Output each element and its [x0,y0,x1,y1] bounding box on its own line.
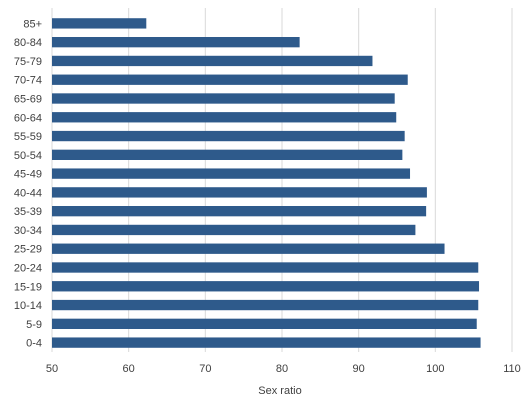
category-label: 85+ [23,18,42,30]
x-tick-label: 50 [46,363,58,375]
category-label: 0-4 [26,338,42,350]
category-label: 50-54 [14,150,42,162]
x-tick-label: 60 [123,363,135,375]
bar [52,130,405,142]
category-label: 20-24 [14,263,42,275]
bar [52,337,481,348]
x-tick-label: 80 [276,363,288,375]
category-label: 55-59 [14,131,42,143]
bar [52,206,427,217]
bar [52,93,395,104]
x-axis-title: Sex ratio [258,385,301,397]
category-label: 45-49 [14,169,42,181]
bar [52,168,411,179]
bar [52,18,147,29]
category-label: 40-44 [14,187,42,199]
bar [52,37,300,48]
x-tick-label: 90 [353,363,365,375]
bar [52,281,480,292]
bar [52,74,408,85]
x-tick-label: 70 [199,363,211,375]
bar [52,262,479,273]
category-label: 60-64 [14,112,42,124]
bar [52,224,416,236]
bar [52,149,403,160]
bar [52,299,479,311]
bar [52,112,397,123]
category-labels: 85+ 80-84 75-79 70-74 65-69 60-64 55-59 50-54 45… [14,18,42,349]
category-label: 15-19 [14,281,42,293]
x-tick-label: 100 [426,363,444,375]
x-tick-label: 110 [503,363,521,375]
category-label: 5-9 [26,319,42,331]
bars [52,18,481,348]
category-label: 70-74 [14,75,42,87]
bar [52,187,427,198]
category-label: 35-39 [14,206,42,218]
category-label: 65-69 [14,94,42,106]
bar [52,243,445,254]
bar [52,55,373,67]
x-tick-labels: 50 60 70 80 90 100 110 [46,363,521,375]
bar [52,318,477,329]
category-label: 10-14 [14,300,42,312]
category-label: 25-29 [14,244,42,256]
category-label: 30-34 [14,225,42,237]
category-label: 75-79 [14,56,42,68]
category-label: 80-84 [14,37,42,49]
